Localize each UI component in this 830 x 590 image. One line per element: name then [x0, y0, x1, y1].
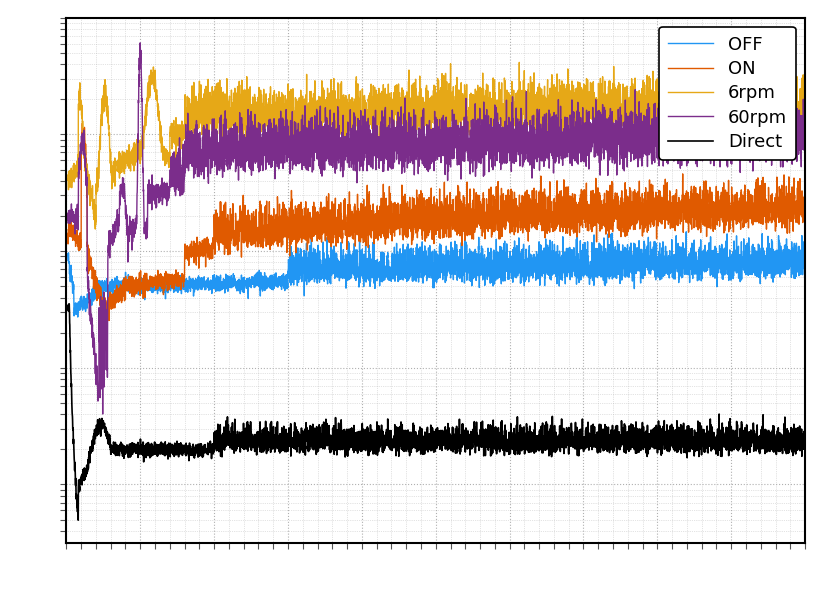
OFF: [73, 313, 83, 320]
60rpm: [613, 106, 623, 113]
60rpm: [669, 143, 679, 150]
ON: [197, 240, 207, 247]
ON: [543, 208, 553, 215]
60rpm: [197, 150, 207, 157]
6rpm: [197, 99, 207, 106]
OFF: [197, 279, 207, 286]
Legend: OFF, ON, 6rpm, 60rpm, Direct: OFF, ON, 6rpm, 60rpm, Direct: [659, 27, 796, 160]
60rpm: [505, 119, 515, 126]
Direct: [505, 450, 515, 457]
OFF: [543, 260, 553, 267]
OFF: [344, 269, 354, 276]
OFF: [669, 251, 679, 258]
Line: Direct: Direct: [68, 304, 805, 520]
60rpm: [800, 133, 810, 140]
Line: 60rpm: 60rpm: [68, 43, 805, 414]
60rpm: [345, 153, 355, 160]
60rpm: [135, 40, 145, 47]
6rpm: [543, 86, 553, 93]
60rpm: [543, 129, 553, 136]
6rpm: [688, 50, 698, 57]
OFF: [63, 251, 73, 258]
Direct: [73, 517, 83, 524]
Direct: [800, 448, 810, 455]
6rpm: [800, 111, 810, 118]
Direct: [345, 440, 355, 447]
ON: [102, 322, 112, 329]
Direct: [63, 306, 73, 313]
OFF: [613, 270, 623, 277]
ON: [77, 120, 87, 127]
60rpm: [98, 411, 108, 418]
6rpm: [613, 104, 623, 111]
ON: [505, 192, 515, 199]
6rpm: [505, 91, 515, 99]
ON: [800, 213, 810, 220]
Direct: [543, 428, 553, 435]
ON: [63, 230, 73, 237]
6rpm: [344, 121, 354, 128]
Line: 6rpm: 6rpm: [68, 53, 805, 229]
Direct: [64, 300, 74, 307]
Direct: [197, 448, 207, 455]
ON: [669, 200, 679, 207]
6rpm: [669, 117, 679, 124]
60rpm: [63, 219, 73, 227]
OFF: [681, 228, 691, 235]
OFF: [800, 273, 810, 280]
ON: [345, 233, 355, 240]
6rpm: [63, 172, 73, 179]
OFF: [505, 248, 515, 255]
Direct: [669, 442, 679, 449]
Line: ON: ON: [68, 123, 805, 325]
6rpm: [90, 225, 100, 232]
ON: [613, 207, 623, 214]
Line: OFF: OFF: [68, 232, 805, 317]
Direct: [613, 430, 623, 437]
